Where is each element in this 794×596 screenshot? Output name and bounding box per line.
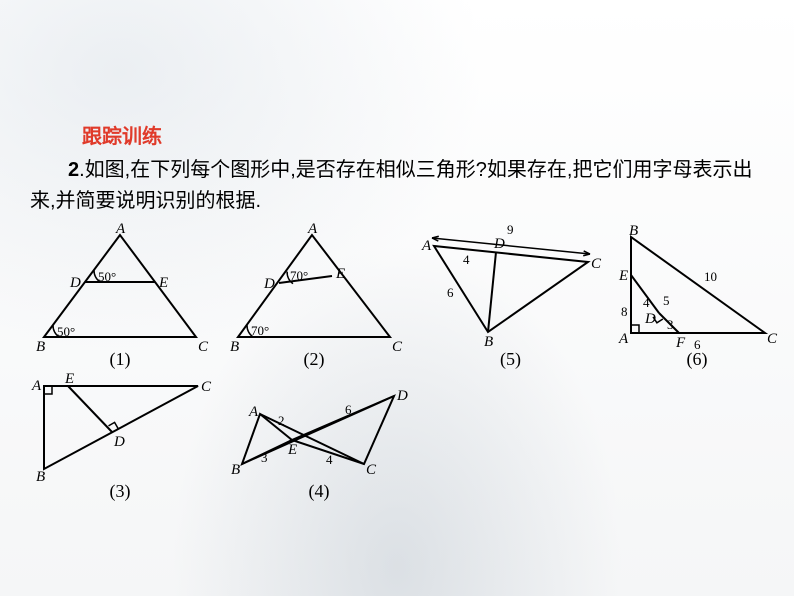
svg-text:E: E <box>618 268 628 284</box>
svg-text:A: A <box>115 221 126 237</box>
svg-text:B: B <box>629 223 638 239</box>
problem-text: 2.如图,在下列每个图形中,是否存在相似三角形?如果存在,把它们用字母表示出来,… <box>30 155 764 217</box>
problem-body: .如图,在下列每个图形中,是否存在相似三角形?如果存在,把它们用字母表示出来,并… <box>30 159 752 212</box>
svg-text:C: C <box>366 462 377 478</box>
svg-text:D: D <box>396 388 408 404</box>
figure-3: A B C E D (3) <box>30 374 210 502</box>
svg-text:D: D <box>113 434 125 450</box>
svg-text:E: E <box>64 371 74 387</box>
diagram-2: ABCDE70°70° <box>224 227 404 347</box>
svg-text:70°: 70° <box>290 268 308 283</box>
svg-text:70°: 70° <box>251 323 269 338</box>
svg-text:A: A <box>307 221 318 237</box>
svg-text:C: C <box>767 331 778 347</box>
diagram-3: ABCED <box>30 374 210 479</box>
figure-4-label: (4) <box>309 481 330 502</box>
figure-6-label: (6) <box>687 349 708 370</box>
svg-text:A: A <box>31 378 42 394</box>
svg-text:D: D <box>644 311 656 327</box>
svg-text:9: 9 <box>507 222 514 237</box>
figure-3-label: (3) <box>110 481 131 502</box>
svg-text:F: F <box>675 335 686 351</box>
svg-text:6: 6 <box>447 285 454 300</box>
svg-text:A: A <box>618 331 629 347</box>
svg-text:5: 5 <box>663 293 670 308</box>
svg-text:50°: 50° <box>98 269 116 284</box>
figure-4: A B C D E2 3 4 6 (4) <box>224 384 414 502</box>
svg-text:A: A <box>248 404 259 420</box>
svg-text:3: 3 <box>261 450 268 465</box>
figure-5: 946ABCD (5) <box>418 232 603 370</box>
svg-text:C: C <box>392 339 403 355</box>
svg-text:6: 6 <box>345 402 352 417</box>
figure-1-label: (1) <box>110 349 131 370</box>
svg-text:D: D <box>493 236 505 252</box>
svg-text:3: 3 <box>667 317 674 332</box>
svg-text:C: C <box>201 379 212 395</box>
svg-text:C: C <box>198 339 209 355</box>
svg-text:B: B <box>36 469 45 485</box>
svg-text:50°: 50° <box>57 324 75 339</box>
svg-text:4: 4 <box>643 295 650 310</box>
figure-2-label: (2) <box>304 349 325 370</box>
svg-text:2: 2 <box>278 413 285 428</box>
svg-text:10: 10 <box>704 269 717 284</box>
figure-6: ABCEDF1084536 (6) <box>617 229 777 370</box>
svg-text:B: B <box>36 339 45 355</box>
svg-text:8: 8 <box>621 304 628 319</box>
svg-text:E: E <box>287 442 297 458</box>
diagram-5: 946ABCD <box>418 232 603 347</box>
problem-number: 2 <box>68 159 79 181</box>
svg-text:C: C <box>591 256 602 272</box>
svg-text:4: 4 <box>326 452 333 467</box>
svg-text:E: E <box>158 275 168 291</box>
svg-text:B: B <box>484 334 493 350</box>
diagram-6: ABCEDF1084536 <box>617 229 777 347</box>
svg-text:B: B <box>230 339 239 355</box>
diagram-4: A B C D E2 3 4 6 <box>224 384 414 479</box>
figure-row-1: ABCDE50°50° (1) ABCDE70°70° (2) 946ABCD … <box>30 227 764 370</box>
svg-text:4: 4 <box>463 252 470 267</box>
figure-1: ABCDE50°50° (1) <box>30 227 210 370</box>
svg-text:E: E <box>335 266 345 282</box>
svg-text:D: D <box>263 276 275 292</box>
diagram-1: ABCDE50°50° <box>30 227 210 347</box>
svg-text:A: A <box>421 238 432 254</box>
figure-2: ABCDE70°70° (2) <box>224 227 404 370</box>
figure-5-label: (5) <box>500 349 521 370</box>
svg-text:D: D <box>69 275 81 291</box>
section-heading: 跟踪训练 <box>82 120 764 149</box>
figure-row-2: ABCED (3) ABCDE2346 (4) <box>30 374 764 502</box>
svg-text:B: B <box>231 462 240 478</box>
